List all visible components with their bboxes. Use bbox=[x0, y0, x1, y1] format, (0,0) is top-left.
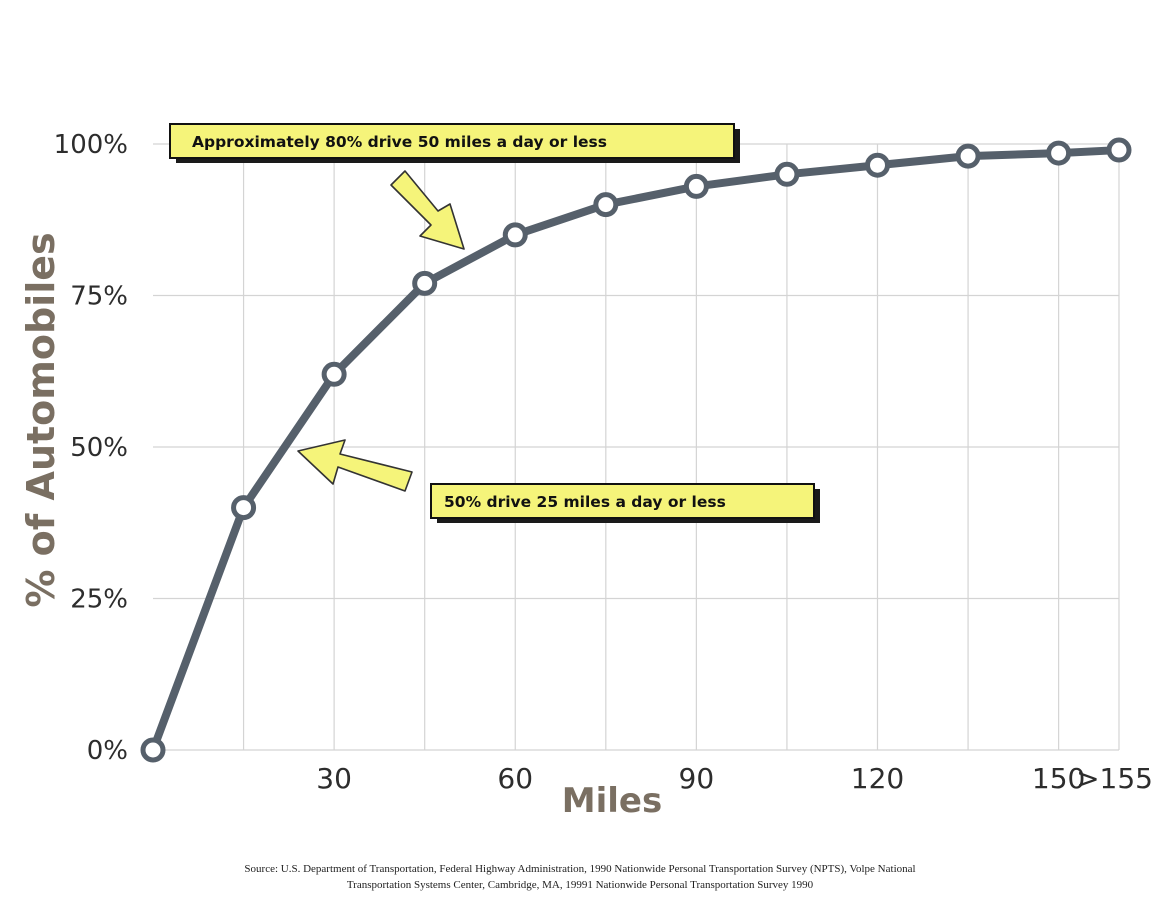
callout-50-percent: 50% drive 25 miles a day or less bbox=[430, 483, 820, 523]
y-tick-label: 75% bbox=[70, 282, 128, 312]
series-line bbox=[149, 146, 1123, 754]
callout-80-percent-text: Approximately 80% drive 50 miles a day o… bbox=[192, 133, 607, 151]
data-point bbox=[955, 143, 981, 169]
x-tick-label: 90 bbox=[679, 762, 715, 795]
y-axis-ticks: 0% 25% 50% 75% 100% bbox=[54, 130, 128, 766]
source-line-1: Source: U.S. Department of Transportatio… bbox=[244, 863, 915, 875]
y-tick-label: 100% bbox=[54, 130, 128, 160]
y-tick-label: 50% bbox=[70, 433, 128, 463]
source-note: Source: U.S. Department of Transportatio… bbox=[244, 863, 915, 891]
series bbox=[140, 137, 1132, 763]
y-axis-label: % of Automobiles bbox=[19, 232, 63, 607]
x-tick-label: 150 bbox=[1032, 762, 1085, 795]
data-point bbox=[1046, 140, 1072, 166]
grid bbox=[153, 143, 1120, 751]
data-point bbox=[502, 222, 528, 248]
annotations: Approximately 80% drive 50 miles a day o… bbox=[169, 123, 820, 523]
y-tick-label: 25% bbox=[70, 585, 128, 615]
x-axis-ticks: 30 60 90 120 150>155 bbox=[316, 762, 1153, 795]
data-point bbox=[231, 495, 257, 521]
data-point bbox=[412, 270, 438, 296]
data-point bbox=[140, 737, 166, 763]
arrow-80-percent bbox=[390, 170, 465, 250]
data-point bbox=[1106, 137, 1132, 163]
arrow-50-percent bbox=[297, 439, 413, 492]
data-point bbox=[774, 161, 800, 187]
y-tick-label: 0% bbox=[87, 736, 128, 766]
callout-50-percent-text: 50% drive 25 miles a day or less bbox=[444, 493, 726, 511]
x-tick-label: 120 bbox=[851, 762, 904, 795]
x-axis-label: Miles bbox=[562, 781, 662, 821]
data-point bbox=[865, 152, 890, 178]
data-point bbox=[321, 361, 347, 387]
x-tick-label: >155 bbox=[1076, 762, 1153, 795]
x-tick-label: 30 bbox=[316, 762, 352, 795]
data-point bbox=[593, 192, 619, 218]
data-point bbox=[683, 173, 709, 199]
x-tick-label: 60 bbox=[497, 762, 533, 795]
source-line-2: Transportation Systems Center, Cambridge… bbox=[347, 879, 814, 891]
callout-80-percent: Approximately 80% drive 50 miles a day o… bbox=[169, 123, 740, 163]
